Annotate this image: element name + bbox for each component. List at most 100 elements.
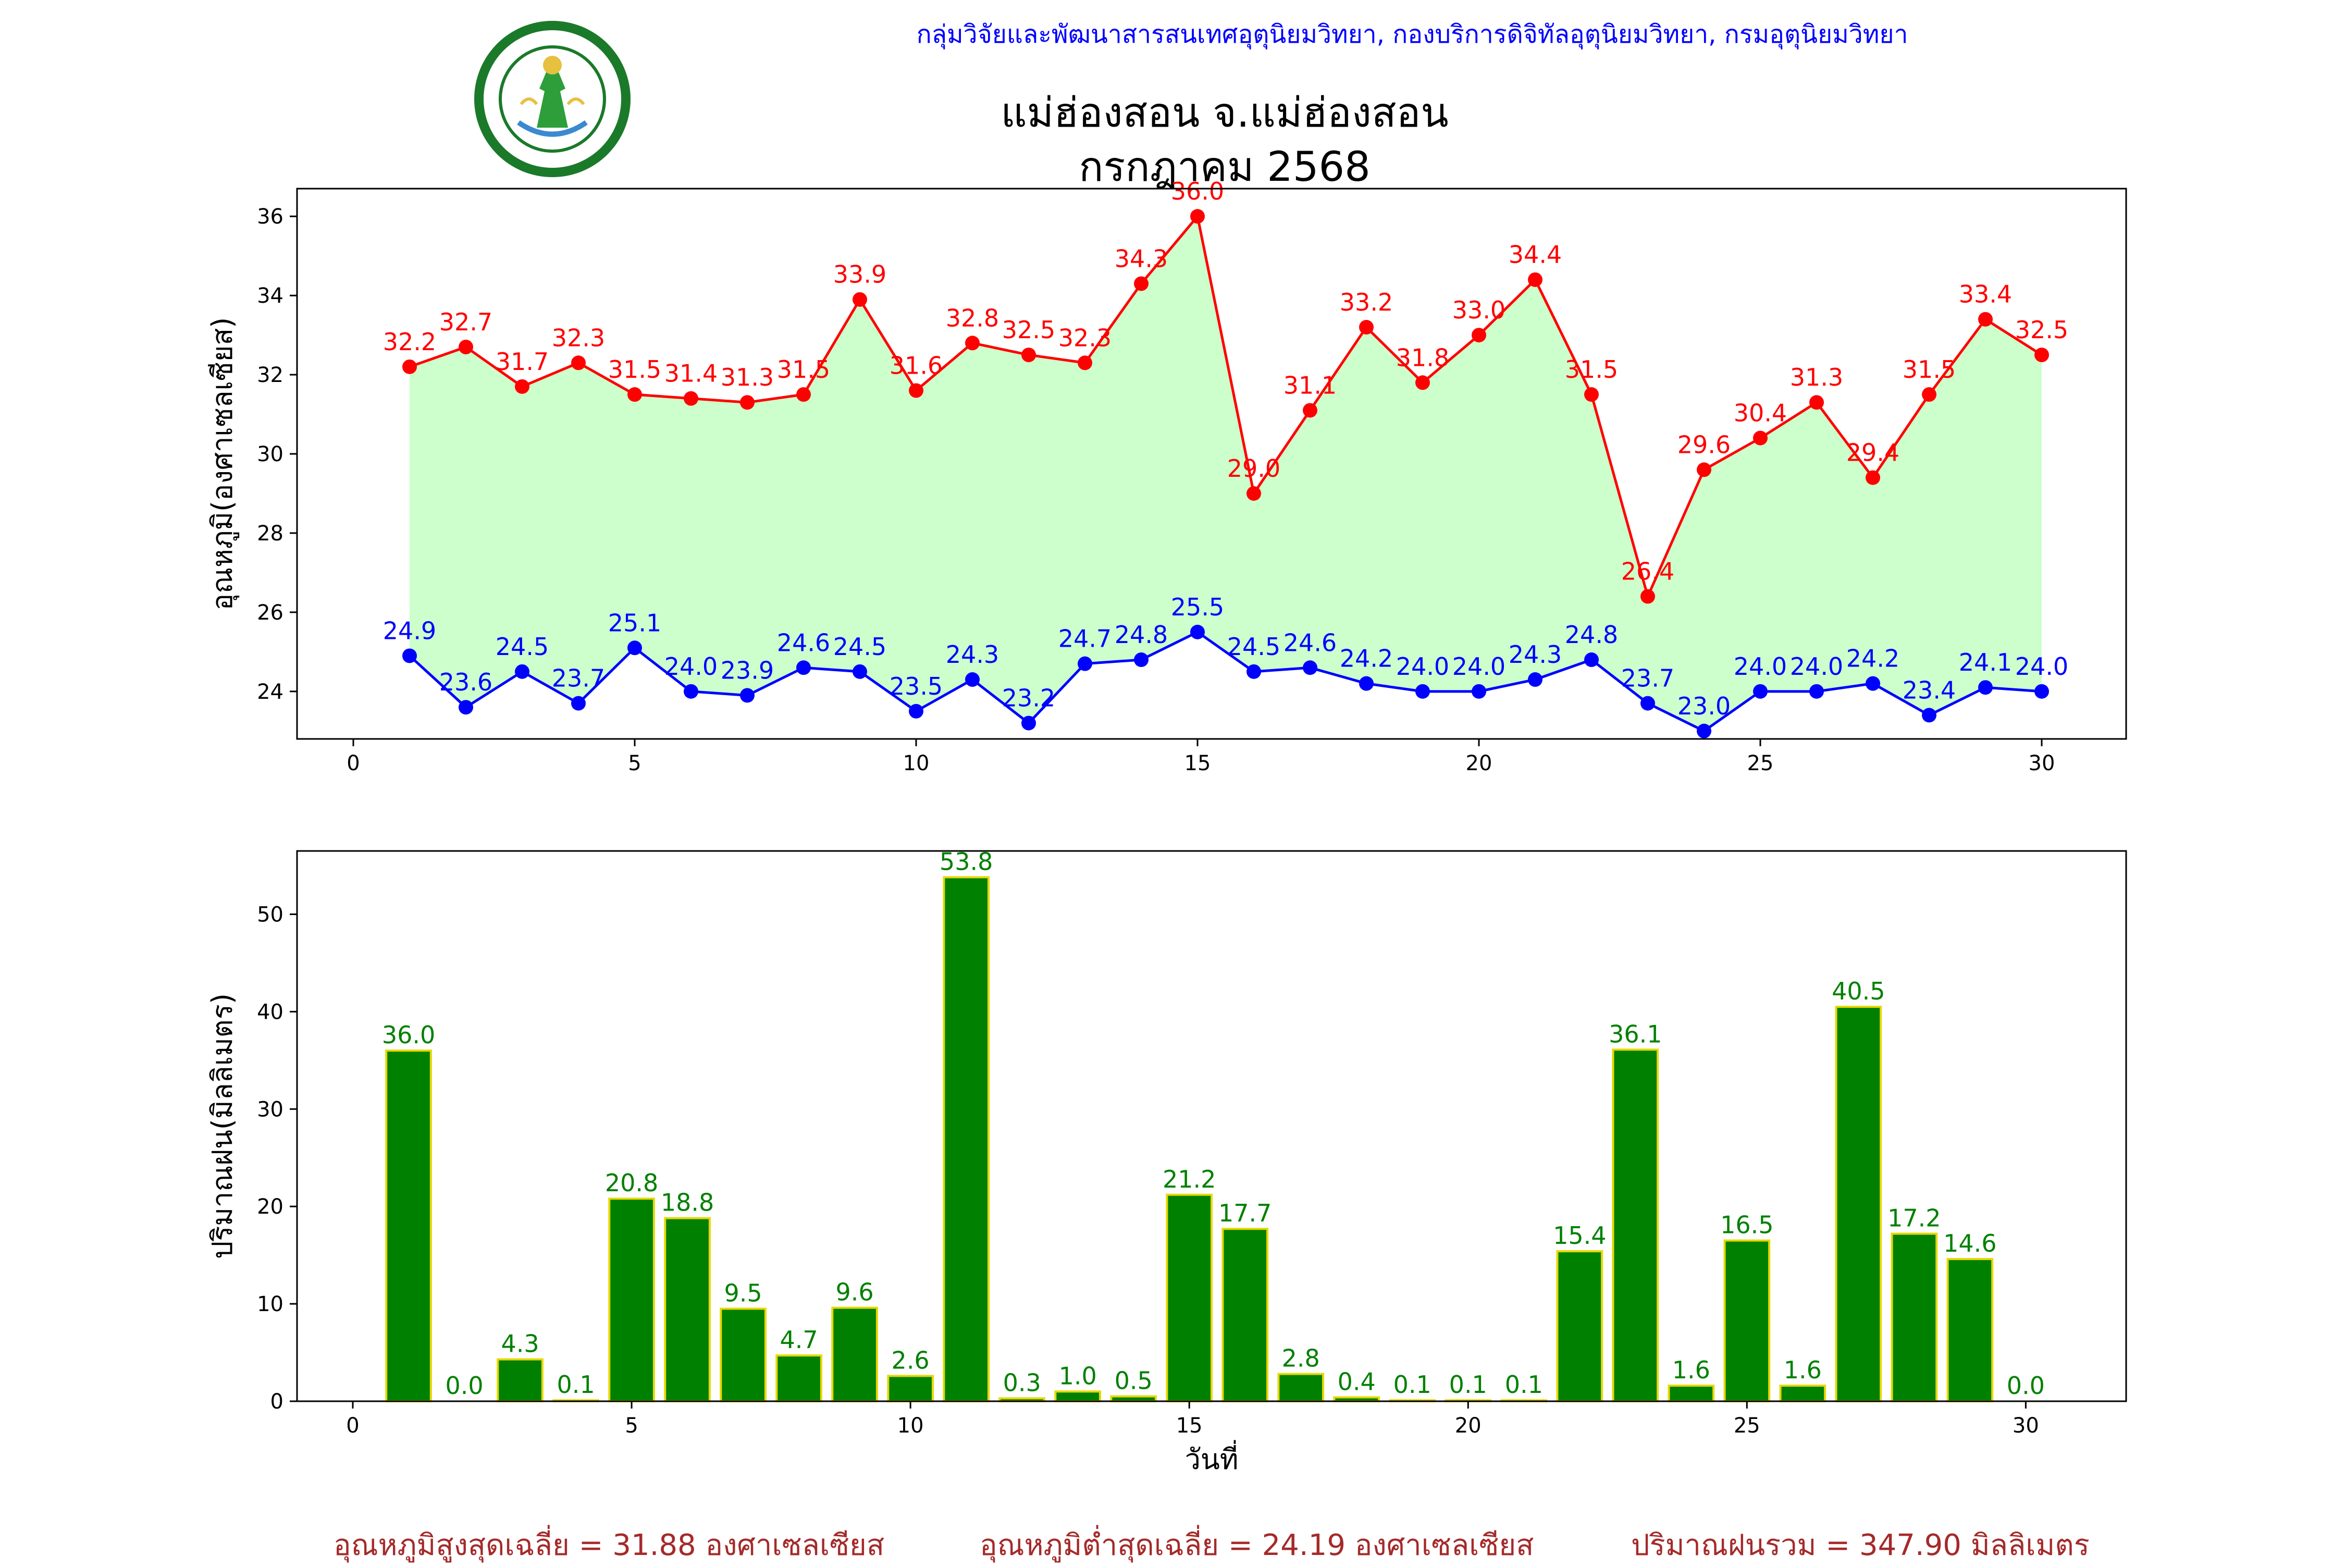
min-temp-label: 24.0	[1452, 652, 1505, 681]
organization-line: กลุ่มวิจัยและพัฒนาสารสนเทศอุตุนิยมวิทยา,…	[0, 15, 2345, 54]
min-temp-label: 24.6	[1283, 628, 1337, 657]
max-temp-point	[1584, 387, 1599, 402]
y-tick-label: 10	[257, 1292, 283, 1316]
rain-bar	[1277, 1373, 1325, 1402]
max-temp-point	[1021, 348, 1036, 363]
min-temp-label: 24.8	[1115, 621, 1168, 649]
rain-bar	[1221, 1228, 1269, 1403]
min-temp-point	[1246, 664, 1261, 679]
max-temp-label: 32.2	[383, 328, 436, 356]
max-temp-label: 30.4	[1734, 399, 1787, 427]
x-tick-label: 15	[1176, 1414, 1203, 1438]
min-temp-label: 24.8	[1565, 621, 1618, 649]
rain-bar	[497, 1358, 544, 1402]
rain-bar-label: 53.8	[940, 847, 993, 875]
min-temp-point	[1697, 723, 1711, 738]
max-temp-point	[1472, 328, 1486, 343]
min-temp-point	[1472, 684, 1486, 699]
logo-waves	[517, 120, 588, 137]
y-tick-label: 30	[257, 442, 283, 466]
y-tick-label: 34	[257, 284, 283, 308]
rain-bar	[887, 1375, 934, 1402]
y-tick-label: 30	[257, 1097, 283, 1121]
station-title: แม่ฮ่องสอน จ.แม่ฮ่องสอน	[1001, 90, 1449, 137]
rain-bar-label: 18.8	[661, 1189, 714, 1217]
min-temp-point	[1584, 652, 1599, 668]
rain-bar	[943, 876, 990, 1402]
max-temp-label: 33.4	[1959, 280, 2012, 308]
max-temp-point	[909, 383, 923, 398]
max-temp-line	[409, 213, 2043, 600]
max-temp-point	[1640, 589, 1655, 604]
min-temp-label: 23.7	[1621, 664, 1674, 693]
min-temp-label: 24.0	[1396, 652, 1449, 681]
max-temp-label: 32.8	[946, 304, 999, 332]
max-temp-point	[571, 355, 586, 371]
rain-bar-label: 0.1	[1393, 1371, 1431, 1399]
max-temp-point	[515, 379, 529, 394]
min-temp-label: 24.6	[777, 628, 830, 657]
total-rain-summary: ปริมาณฝนรวม = 347.90 มิลลิเมตร	[1631, 1528, 2090, 1562]
min-temp-label: 23.7	[552, 664, 605, 693]
max-temp-label: 33.0	[1452, 296, 1505, 324]
max-temp-label: 31.5	[777, 355, 830, 384]
avg-max-summary: อุณหภูมิสูงสุดเฉลี่ย = 31.88 องศาเซลเซีย…	[334, 1528, 885, 1562]
x-tick-label: 5	[625, 1414, 638, 1438]
rain-bar	[1779, 1385, 1826, 1402]
min-temp-point	[965, 672, 980, 687]
rain-bar-label: 9.5	[724, 1279, 762, 1307]
y-tick-label: 26	[257, 601, 283, 625]
min-temp-point	[1303, 660, 1317, 675]
min-temp-point	[1134, 652, 1149, 668]
rain-bar-label: 0.5	[1115, 1367, 1153, 1395]
x-tick-label: 10	[897, 1414, 924, 1438]
min-temp-point	[684, 684, 698, 699]
min-temp-point	[1078, 656, 1092, 671]
min-temp-label: 25.1	[608, 609, 661, 637]
max-temp-point	[1866, 470, 1880, 485]
rain-bar-label: 0.4	[1338, 1368, 1376, 1396]
rain-bar	[1556, 1250, 1603, 1402]
rain-bar	[385, 1050, 432, 1402]
x-tick-label: 20	[1455, 1414, 1482, 1438]
rain-bar	[1612, 1048, 1659, 1402]
y-tick-label: 20	[257, 1195, 283, 1219]
x-tick-label: 25	[1734, 1414, 1760, 1438]
min-temp-label: 24.5	[833, 633, 886, 661]
x-tick-label: 30	[2029, 751, 2055, 775]
max-temp-label: 31.1	[1283, 371, 1337, 399]
max-temp-label: 29.6	[1677, 430, 1731, 459]
max-temp-label: 32.3	[552, 324, 605, 352]
max-temp-label: 31.5	[1565, 355, 1618, 384]
max-temp-point	[1190, 209, 1205, 224]
min-temp-label: 24.0	[2015, 652, 2068, 681]
rain-bar	[1668, 1385, 1715, 1402]
rain-bar	[1723, 1239, 1771, 1402]
min-temp-label: 24.5	[496, 633, 549, 661]
rain-bar-label: 2.6	[892, 1346, 930, 1374]
rain-bar	[1054, 1390, 1101, 1403]
rain-bar-label: 4.3	[501, 1330, 539, 1358]
max-temp-label: 34.3	[1115, 244, 1168, 273]
min-temp-label: 23.9	[721, 656, 774, 684]
rain-bar-label: 2.8	[1282, 1344, 1320, 1373]
max-temp-point	[1753, 430, 1768, 446]
meteorological-department-logo	[474, 21, 631, 177]
month-title: กรกฎาคม 2568	[1079, 144, 1371, 191]
rain-bar-label: 9.6	[836, 1278, 874, 1306]
logo-deity-head	[543, 56, 562, 75]
min-temp-point	[1809, 684, 1824, 699]
min-temp-label: 24.2	[1846, 645, 1899, 673]
y-tick-label: 28	[257, 522, 283, 546]
min-temp-point	[2034, 684, 2049, 699]
min-temp-point	[1978, 680, 1993, 695]
min-temp-label: 24.3	[1509, 640, 1562, 669]
max-temp-point	[1922, 387, 1936, 402]
logo-lightning-right	[566, 97, 585, 105]
max-temp-point	[1078, 355, 1092, 371]
x-tick-label: 5	[628, 751, 641, 775]
min-temp-point	[909, 703, 923, 719]
max-temp-point	[627, 387, 642, 402]
max-temp-label: 31.7	[496, 348, 549, 376]
x-tick-label: 15	[1184, 751, 1211, 775]
